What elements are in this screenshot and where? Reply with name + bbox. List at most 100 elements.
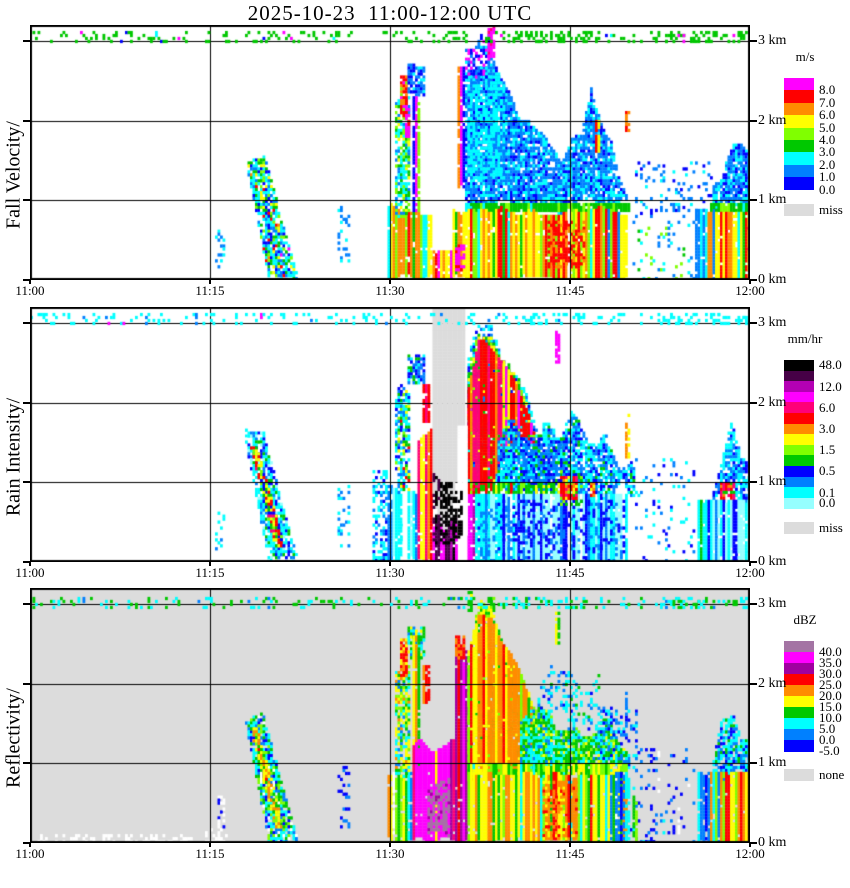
height-axis-tick xyxy=(23,481,30,484)
height-axis-tick xyxy=(23,279,30,281)
height-axis-tick xyxy=(750,401,757,404)
legend-color-band xyxy=(784,466,814,478)
time-axis-label: 11:30 xyxy=(375,846,405,861)
legend-value-label: 0.1 xyxy=(819,484,836,500)
fall-velocity-heatmap-canvas xyxy=(30,25,750,280)
time-axis-tick xyxy=(29,843,31,847)
legend-color-band xyxy=(784,423,814,435)
legend-value-label: 0.0 xyxy=(819,732,836,747)
legend-color-band xyxy=(784,740,814,752)
legend-value-label: 20.0 xyxy=(819,688,842,703)
time-axis-label: 12:00 xyxy=(735,565,765,580)
legend-value-label: 12.0 xyxy=(819,378,842,394)
legend-miss-label: miss xyxy=(819,201,843,217)
rain-intensity-heatmap-canvas xyxy=(30,307,750,562)
legend-color-band xyxy=(784,718,814,730)
legend-value-label: 6.0 xyxy=(819,107,836,123)
legend-color-band xyxy=(784,127,814,141)
height-axis-tick xyxy=(750,279,757,281)
reflectivity-panel: Reflectivity/ dBZ 40.0 35.0 30.0 25.0 20.0 15… xyxy=(0,588,850,888)
height-axis-label: 1 km xyxy=(758,192,787,208)
legend-value-label: 2.0 xyxy=(819,156,836,172)
height-axis-tick xyxy=(23,199,30,202)
legend-color-band xyxy=(784,641,814,653)
legend-value-label: 15.0 xyxy=(819,699,842,714)
legend-color-band xyxy=(784,90,814,104)
time-axis-label: 11:15 xyxy=(195,565,225,580)
time-axis-tick xyxy=(389,562,391,566)
time-axis-tick xyxy=(209,280,211,284)
legend-color-band xyxy=(784,444,814,456)
height-axis-tick xyxy=(750,762,757,765)
time-axis-label: 11:15 xyxy=(195,846,225,861)
figure-title: 2025-10-23 11:00-12:00 UTC xyxy=(247,1,533,25)
time-axis-label: 11:45 xyxy=(555,565,585,580)
legend-value-label: 35.0 xyxy=(819,655,842,670)
height-axis-label: 3 km xyxy=(758,595,787,611)
height-axis-label: 3 km xyxy=(758,314,787,330)
legend-color-band xyxy=(784,685,814,697)
height-axis-label: 2 km xyxy=(758,394,787,410)
time-axis-label: 12:00 xyxy=(735,846,765,861)
legend-color-band xyxy=(784,729,814,741)
legend-color-band xyxy=(784,413,814,425)
reflectivity-heatmap-canvas xyxy=(30,588,750,843)
time-axis-tick xyxy=(389,280,391,284)
legend-color-band xyxy=(784,487,814,499)
time-axis-tick xyxy=(29,280,31,284)
legend-value-label: 1.0 xyxy=(819,169,836,185)
time-axis-tick xyxy=(389,843,391,847)
height-axis-label: 2 km xyxy=(758,112,787,128)
legend-color-band xyxy=(784,455,814,467)
legend-color-band xyxy=(784,360,814,372)
height-axis-label: 3 km xyxy=(758,32,787,48)
legend-color-band xyxy=(784,140,814,153)
legend-color-band xyxy=(784,696,814,708)
height-axis-tick xyxy=(750,199,757,202)
legend-value-label: 0.0 xyxy=(819,181,836,197)
time-axis-label: 11:00 xyxy=(15,283,45,298)
legend-value-label: 8.0 xyxy=(819,82,836,98)
time-axis-tick xyxy=(749,280,751,284)
time-axis-label: 11:00 xyxy=(15,846,45,861)
legend-value-label: 30.0 xyxy=(819,666,842,681)
height-axis-tick xyxy=(23,842,30,844)
legend-color-band xyxy=(784,177,814,191)
legend-color-band xyxy=(784,152,814,166)
rain-intensity-panel: Rain Intensity/ mm/hr 48.0 12.0 6.0 3.0 1.5 0… xyxy=(0,307,850,607)
legend-value-label: 3.0 xyxy=(819,420,836,436)
legend-color-band xyxy=(784,370,814,382)
height-axis-tick xyxy=(750,602,757,605)
legend-value-label: 25.0 xyxy=(819,677,842,692)
legend-miss-band xyxy=(784,203,814,216)
height-axis-tick xyxy=(750,481,757,484)
height-axis-tick xyxy=(23,119,30,122)
reflectivity-ylabel: Reflectivity/ xyxy=(2,688,25,788)
height-axis-tick xyxy=(23,321,30,324)
legend-value-label: -5.0 xyxy=(819,743,840,758)
legend-miss-band xyxy=(784,522,814,535)
time-axis-tick xyxy=(749,562,751,566)
legend-color-band xyxy=(784,434,814,446)
legend-color-band xyxy=(784,115,814,129)
height-axis-tick xyxy=(23,762,30,765)
reflectivity-legend: dBZ 40.0 35.0 30.0 25.0 20.0 15.0 10.0 5.0 0.0 -5… xyxy=(782,612,850,882)
height-axis-tick xyxy=(23,561,30,563)
fall-velocity-panel: Fall Velocity/ m/s 8.0 7.0 6.0 5.0 4.0 3.0 2.0… xyxy=(0,25,850,325)
time-axis-label: 11:00 xyxy=(15,565,45,580)
legend-value-label: 6.0 xyxy=(819,399,836,415)
height-axis-tick xyxy=(23,39,30,42)
legend-value-label: 5.0 xyxy=(819,721,836,736)
height-axis-tick xyxy=(23,682,30,685)
height-axis-label: 0 km xyxy=(758,835,787,850)
legend-unit-label: dBZ xyxy=(793,612,817,627)
legend-color-band xyxy=(784,102,814,116)
time-axis-tick xyxy=(209,843,211,847)
time-axis-tick xyxy=(749,843,751,847)
fall-velocity-plot-area xyxy=(30,25,750,280)
legend-color-band xyxy=(784,381,814,393)
height-axis-tick xyxy=(750,321,757,324)
height-axis-label: 0 km xyxy=(758,272,787,287)
height-axis-tick xyxy=(750,561,757,563)
time-axis-label: 11:15 xyxy=(195,283,225,298)
